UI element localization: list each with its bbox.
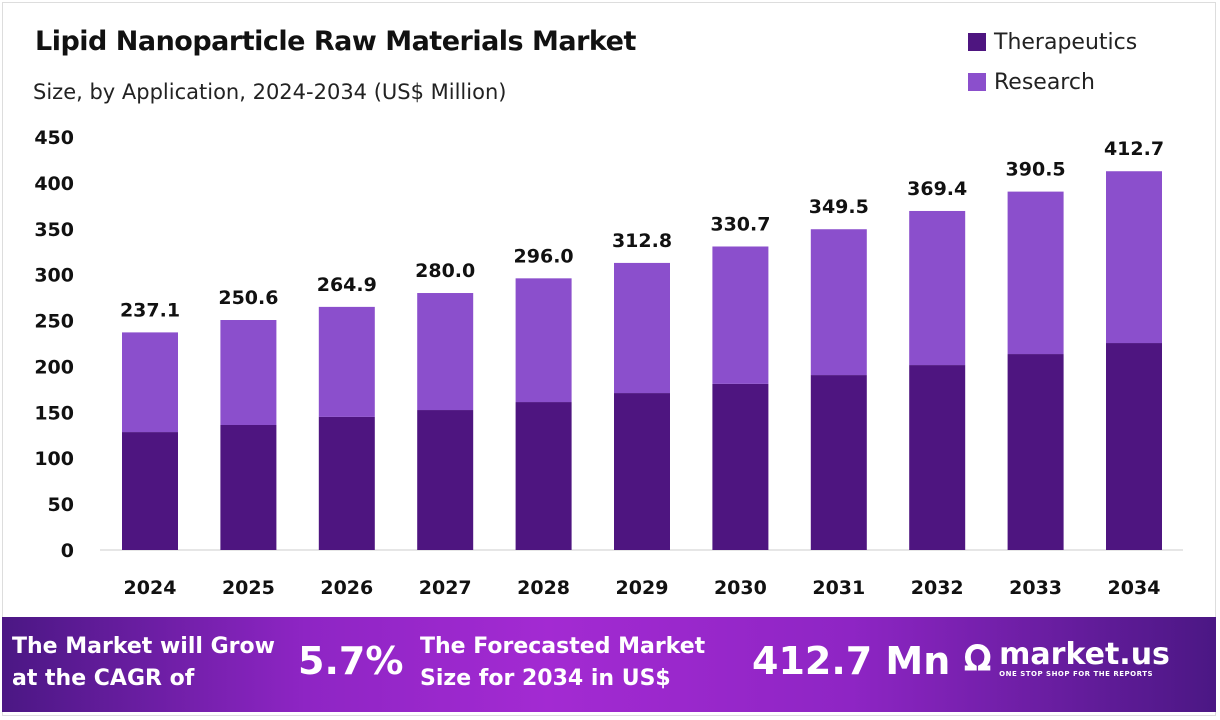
bar-therapeutics-2033 <box>1007 354 1064 550</box>
forecast-value: 412.7 Mn <box>752 639 951 683</box>
forecast-label: The Forecasted Market Size for 2034 in US… <box>420 631 705 695</box>
x-tick-label: 2033 <box>1009 577 1062 599</box>
cagr-label-line: at the CAGR of <box>12 666 195 691</box>
bar-research-2025 <box>220 320 277 425</box>
bar-therapeutics-2034 <box>1106 343 1162 550</box>
bar-research-2028 <box>515 278 572 403</box>
cagr-value: 5.7% <box>298 639 404 683</box>
bar-therapeutics-2029 <box>614 393 670 550</box>
bar-research-2032 <box>909 210 966 366</box>
legend-item-research: Research <box>968 62 1137 102</box>
footer-banner: The Market will Grow at the CAGR of 5.7% … <box>2 617 1216 712</box>
logo-icon: 𝛀 <box>964 639 992 679</box>
bar-therapeutics-2026 <box>318 416 375 550</box>
y-tick-label: 300 <box>34 265 74 287</box>
total-label: 330.7 <box>710 213 770 235</box>
brand-tagline: ONE STOP SHOP FOR THE REPORTS <box>999 670 1154 678</box>
bar-therapeutics-2028 <box>515 402 572 550</box>
y-tick-label: 50 <box>48 494 74 516</box>
marketus-logo: 𝛀 market.us ONE STOP SHOP FOR THE REPORTS <box>964 639 1170 679</box>
bar-therapeutics-2031 <box>810 375 867 550</box>
y-tick-label: 100 <box>34 448 74 470</box>
bar-research-2034 <box>1106 171 1162 344</box>
total-label: 349.5 <box>809 196 869 218</box>
bar-research-2026 <box>318 306 375 417</box>
x-tick-label: 2030 <box>714 577 767 599</box>
legend-swatch <box>968 33 986 51</box>
total-label: 312.8 <box>612 230 672 252</box>
cagr-label: The Market will Grow at the CAGR of <box>12 631 275 695</box>
total-label: 296.0 <box>514 245 574 267</box>
y-tick-label: 400 <box>34 173 74 195</box>
x-tick-label: 2024 <box>124 577 177 599</box>
x-tick-label: 2028 <box>517 577 570 599</box>
bar-research-2030 <box>712 246 769 384</box>
y-tick-label: 350 <box>34 219 74 241</box>
total-label: 250.6 <box>218 287 278 309</box>
bar-therapeutics-2032 <box>909 365 966 550</box>
bar-research-2027 <box>417 293 474 411</box>
bar-research-2031 <box>810 229 867 376</box>
chart-subtitle: Size, by Application, 2024-2034 (US$ Mil… <box>33 80 507 104</box>
total-label: 237.1 <box>120 299 180 321</box>
brand-name: market.us <box>999 637 1170 672</box>
cagr-label-line: The Market will Grow <box>12 634 275 659</box>
x-tick-label: 2029 <box>616 577 669 599</box>
total-label: 390.5 <box>1006 159 1066 181</box>
y-tick-label: 150 <box>34 402 74 424</box>
x-tick-label: 2031 <box>812 577 865 599</box>
bar-research-2024 <box>122 332 178 433</box>
bar-research-2033 <box>1007 191 1064 355</box>
y-tick-label: 0 <box>61 540 74 562</box>
legend-label: Research <box>994 69 1095 95</box>
legend: Therapeutics Research <box>968 22 1137 102</box>
chart-title: Lipid Nanoparticle Raw Materials Market <box>35 26 636 57</box>
x-tick-label: 2034 <box>1108 577 1161 599</box>
forecast-label-line: The Forecasted Market <box>420 634 706 659</box>
bar-therapeutics-2025 <box>220 424 277 550</box>
bar-therapeutics-2030 <box>712 383 769 550</box>
x-tick-label: 2027 <box>419 577 472 599</box>
bar-chart: 0 50 100 150 200 250 300 350 400 450 237.1 2024 250.… <box>34 127 1183 599</box>
y-tick-label: 200 <box>34 356 74 378</box>
forecast-label-line: Size for 2034 in US$ <box>420 666 671 691</box>
x-tick-label: 2025 <box>222 577 275 599</box>
y-tick-label: 250 <box>34 311 74 333</box>
x-tick-label: 2032 <box>911 577 964 599</box>
bar-research-2029 <box>614 262 670 394</box>
y-tick-label: 450 <box>34 127 74 149</box>
legend-label: Therapeutics <box>994 29 1138 55</box>
total-label: 369.4 <box>907 178 967 200</box>
legend-swatch <box>968 73 986 91</box>
legend-item-therapeutics: Therapeutics <box>968 22 1137 62</box>
total-label: 280.0 <box>415 260 475 282</box>
total-label: 412.7 <box>1104 138 1164 160</box>
total-label: 264.9 <box>317 274 377 296</box>
bar-therapeutics-2027 <box>417 410 474 550</box>
bar-therapeutics-2024 <box>122 432 178 550</box>
x-tick-label: 2026 <box>320 577 373 599</box>
